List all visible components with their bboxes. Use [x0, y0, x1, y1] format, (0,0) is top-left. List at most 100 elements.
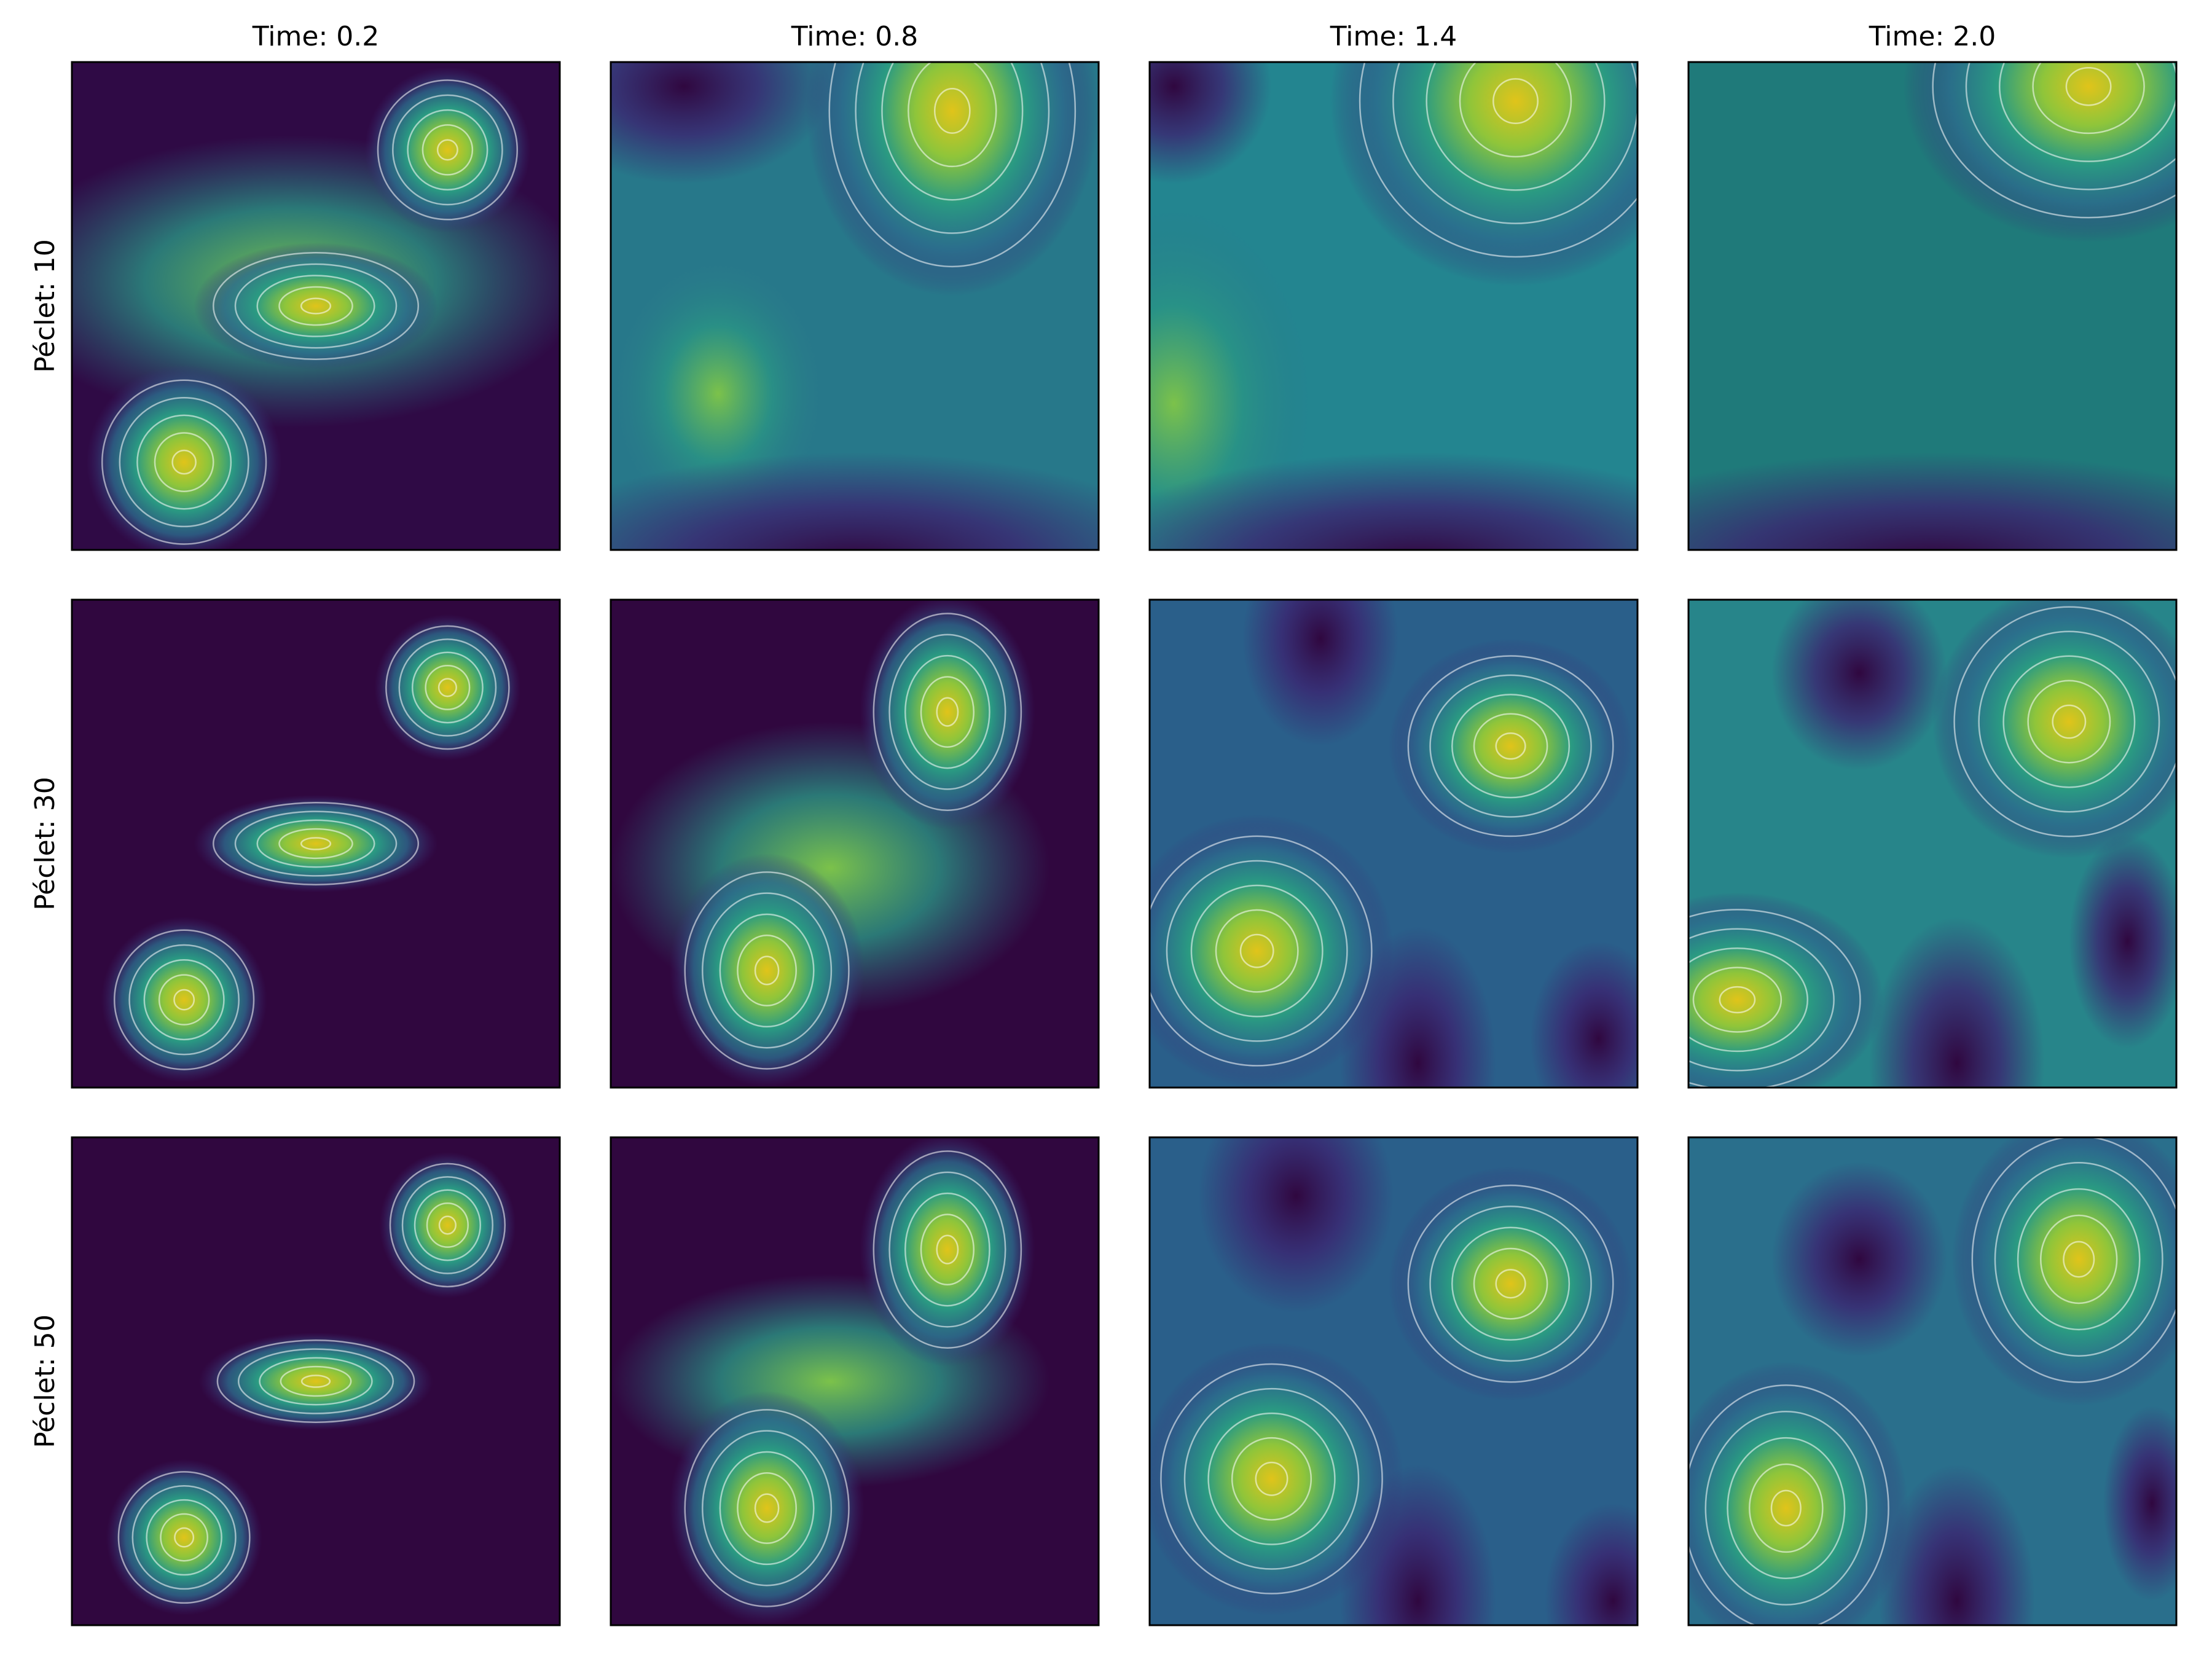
contour-line — [1255, 1461, 1288, 1496]
contour-line — [1999, 62, 2176, 162]
field-blob — [1389, 1166, 1633, 1401]
contour-line — [407, 109, 488, 190]
panel-frame — [1148, 61, 1639, 551]
contour-line — [1932, 62, 2176, 219]
contour-line — [719, 1451, 815, 1566]
field-blob — [1330, 62, 1637, 287]
contour-line — [1359, 62, 1637, 258]
contour-line — [1688, 1384, 1889, 1625]
panel — [1688, 62, 2176, 550]
contour-line — [936, 697, 959, 727]
contour-line — [1451, 694, 1571, 799]
contour-line — [1749, 1463, 1824, 1553]
contour-line — [855, 62, 1050, 234]
contour-line — [1166, 860, 1348, 1042]
contour-line — [426, 1202, 469, 1248]
contour-line — [128, 944, 240, 1056]
contour-line — [117, 1471, 251, 1604]
contour-line — [1704, 1410, 1868, 1606]
contour-line — [174, 1527, 195, 1548]
contour-line — [684, 871, 850, 1070]
contour-line — [1207, 1412, 1336, 1545]
contour-line — [1429, 674, 1592, 818]
contour-line — [1473, 1247, 1548, 1320]
contour-line — [1190, 884, 1324, 1018]
contour-line — [873, 1150, 1022, 1349]
row-label: Péclet: 50 — [29, 1314, 61, 1448]
contour-line — [1953, 606, 2176, 837]
row-label: Péclet: 30 — [29, 777, 61, 911]
contour-line — [1426, 62, 1606, 191]
panel — [611, 600, 1099, 1088]
contour-line — [1429, 1206, 1592, 1362]
contour-line — [1459, 62, 1572, 158]
panel-frame — [610, 61, 1100, 551]
contour-line — [411, 651, 484, 724]
field-blob — [374, 614, 521, 761]
field-blob — [1198, 1137, 1394, 1313]
panel — [72, 62, 560, 550]
contour-line — [216, 1339, 415, 1423]
contour-line — [414, 1189, 481, 1261]
contour-line — [1692, 967, 1783, 1033]
contour-line — [2017, 1188, 2141, 1331]
contour-line — [920, 1214, 975, 1286]
contour-line — [1770, 1489, 1802, 1527]
contour-line — [160, 1513, 208, 1562]
field-blob — [1688, 1362, 1908, 1625]
contour-line — [1495, 1269, 1526, 1299]
panel — [1688, 600, 2176, 1088]
field-blob — [1932, 600, 2176, 858]
row-label: Péclet: 10 — [29, 239, 61, 373]
field-blob — [364, 66, 531, 233]
field-blob — [1869, 917, 2045, 1088]
contour-line — [1727, 1437, 1846, 1580]
panel-frame — [1687, 61, 2178, 551]
contour-line — [754, 1493, 780, 1523]
contour-line — [1150, 835, 1373, 1067]
field-blob — [1389, 638, 1633, 853]
field-blob — [1530, 941, 1637, 1088]
field-blob — [806, 62, 1099, 297]
contour-line — [873, 613, 1022, 811]
contour-line — [154, 432, 214, 492]
contour-line — [237, 1348, 394, 1414]
field-blob — [2103, 1405, 2176, 1601]
contour-line — [684, 1409, 850, 1607]
contour-line — [256, 819, 375, 868]
panel — [1688, 1137, 2176, 1625]
panel-frame — [71, 598, 561, 1089]
contour-line — [119, 397, 249, 528]
panel-frame — [1148, 1136, 1639, 1626]
contour-line — [1688, 909, 1861, 1088]
contour-line — [933, 87, 971, 134]
field-blob — [101, 917, 267, 1083]
field-blob — [859, 600, 1035, 830]
field-blob — [194, 242, 438, 370]
contour-line — [213, 802, 419, 885]
contour-line — [143, 959, 225, 1041]
contour-line — [1965, 62, 2176, 190]
contour-line — [171, 449, 197, 475]
contour-line — [136, 414, 232, 510]
contour-line — [300, 1375, 331, 1388]
contour-line — [398, 638, 497, 737]
contour-line — [908, 62, 997, 168]
panel — [72, 600, 560, 1088]
contour-line — [2052, 704, 2087, 739]
contour-line — [213, 252, 419, 360]
contour-line — [702, 892, 833, 1049]
panel-frame — [1687, 598, 2178, 1089]
panel-frame — [71, 1136, 561, 1626]
contour-line — [437, 678, 457, 697]
contour-line — [1407, 1184, 1614, 1383]
field-blob — [1688, 892, 1884, 1088]
contour-line — [131, 1484, 237, 1590]
column-title: Time: 0.8 — [791, 21, 918, 52]
field-blob — [2069, 834, 2176, 1049]
contour-line — [146, 1499, 222, 1576]
field-blob — [611, 452, 1099, 550]
contour-line — [278, 286, 353, 326]
